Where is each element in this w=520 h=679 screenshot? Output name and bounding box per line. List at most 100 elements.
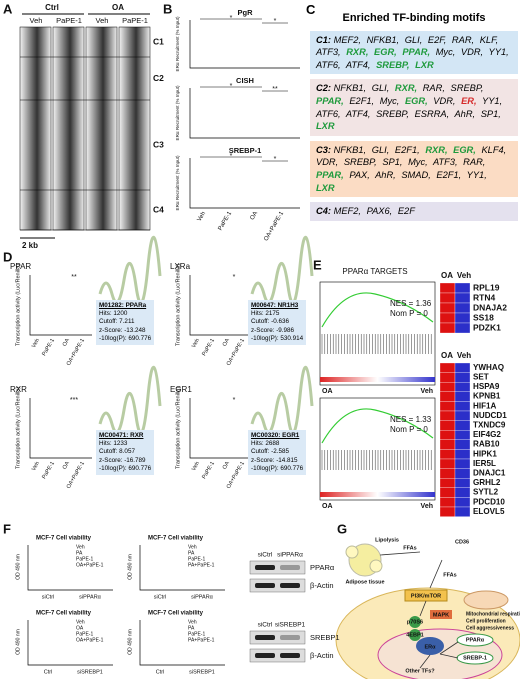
motif: EGR, <box>453 144 476 155</box>
rank-bar <box>320 492 435 497</box>
band <box>255 565 275 570</box>
x-tick-label: Ctrl <box>156 669 165 675</box>
row-label: β-Actin <box>310 651 334 660</box>
diagram-label: FFAs <box>443 572 456 578</box>
motif: YY1, <box>482 95 503 106</box>
label: Veh <box>96 16 109 25</box>
motif-line: Hits: 1200 <box>99 310 128 318</box>
label: Veh <box>457 271 471 280</box>
gene-label: IER5L <box>473 459 496 468</box>
motif: Myc, <box>408 157 428 168</box>
x-tick-label: OA <box>250 211 260 222</box>
legend-entry: Veh <box>188 544 197 550</box>
gene-label: YWHAQ <box>473 363 504 372</box>
motif: NFKB1, <box>366 34 400 45</box>
heat-cell <box>454 312 471 324</box>
motif: E2F1, <box>436 169 462 180</box>
chart-title: PgR <box>238 8 254 17</box>
motif-line: Cutoff: 8.057 <box>99 448 135 456</box>
label: NES = 1.36 <box>390 299 432 308</box>
label: Nom P = 0 <box>390 425 428 434</box>
gene-label: SET <box>473 373 489 382</box>
x-tick-label: PaPE-1 <box>41 461 56 480</box>
motif-box: C1: MEF2, NFKB1, GLI, E2F, RAR, KLF, ATF… <box>310 30 518 75</box>
motif: ATF4, <box>345 59 371 70</box>
chart-title: CISH <box>236 76 254 85</box>
label: OA <box>441 351 453 360</box>
gene-label: NUDCD1 <box>473 411 507 420</box>
heat-cell <box>439 312 456 324</box>
chart-title: SREBP-1 <box>229 146 262 155</box>
diagram-label: Other TFs? <box>405 668 435 674</box>
significance: * <box>233 274 236 281</box>
chart-title: EGR1 <box>170 385 192 394</box>
axis-title: Transcription activity (Luc/Renilla) <box>15 264 21 346</box>
significance: * <box>230 83 233 90</box>
legend-entry: PA+PaPE-1 <box>188 637 215 643</box>
heat-cell <box>454 497 471 508</box>
axis-title: Transcription activity (Luc/Renilla) <box>175 264 181 346</box>
heat-cell <box>454 458 471 469</box>
axis-title: OD 490 nm <box>15 629 21 655</box>
heat-cell <box>454 322 471 334</box>
motif: VDR, <box>433 95 456 106</box>
heat-cell <box>454 302 471 314</box>
motif: SREBP, <box>376 108 409 119</box>
gene-label: HSPA9 <box>473 382 500 391</box>
gene-label: PDZK1 <box>473 322 501 332</box>
pathway-diagram <box>335 543 520 679</box>
motif: E2F <box>397 206 415 217</box>
motif: E2F1, <box>394 144 420 155</box>
label: PaPE-1 <box>56 16 82 25</box>
heat-cell <box>454 506 471 517</box>
motif: GLI, <box>371 83 390 94</box>
chart-title: RXR <box>10 385 27 394</box>
band <box>280 635 300 640</box>
axis <box>29 275 92 336</box>
motif: SP1, <box>382 157 403 168</box>
lane-label: siCtrl <box>258 622 273 629</box>
significance: * <box>230 153 233 160</box>
motif: SMAD, <box>401 169 431 180</box>
motif: ATF3, <box>432 157 458 168</box>
heatmap-column <box>52 26 85 231</box>
sequence-logo <box>98 366 162 435</box>
gene-label: SYTL2 <box>473 488 499 497</box>
x-tick-label: OA <box>62 337 71 347</box>
blot <box>249 630 306 645</box>
axis-title: ERα Recruitment (% Input) <box>175 16 180 71</box>
motif: SREBP, <box>376 59 410 70</box>
x-tick-label: siSREBP1 <box>77 669 103 675</box>
motif: ATF4, <box>345 108 371 119</box>
heat-cell <box>454 401 471 412</box>
gsea-frame <box>319 397 436 501</box>
gene-label: DNAJA2 <box>473 302 507 312</box>
axis-title: Transcription activity (Luc/Renilla) <box>15 387 21 469</box>
motif: NFKB1, <box>333 144 367 155</box>
heat-cell <box>454 362 471 373</box>
row-label: β-Actin <box>310 581 334 590</box>
heat-cell <box>454 430 471 440</box>
motif: EGR, <box>374 47 397 58</box>
heat-cell <box>439 430 456 440</box>
motif: GLI, <box>404 34 423 45</box>
blot <box>249 560 306 575</box>
significance: ** <box>71 274 77 281</box>
heatmap-column <box>19 26 52 231</box>
motif-line: z-Score: -16.789 <box>99 456 146 464</box>
heat-cell <box>454 292 471 304</box>
heat-cell <box>454 382 471 392</box>
heat-cell <box>439 302 456 314</box>
outcome: Cell proliferation <box>466 618 506 624</box>
heat-cell <box>439 458 456 469</box>
motif-line: Cutoff: 7.211 <box>99 318 135 326</box>
motif: EGR, <box>404 95 428 106</box>
axis <box>189 158 300 209</box>
cluster-name: C1: <box>316 34 331 45</box>
x-tick-label: PaPE-1 <box>41 338 56 357</box>
legend-entry: PA <box>76 550 83 556</box>
motif-line: z-Score: -13.248 <box>99 326 146 334</box>
x-tick-label: PaPE-1 <box>218 210 234 231</box>
gene-label: KPNB1 <box>473 392 501 401</box>
